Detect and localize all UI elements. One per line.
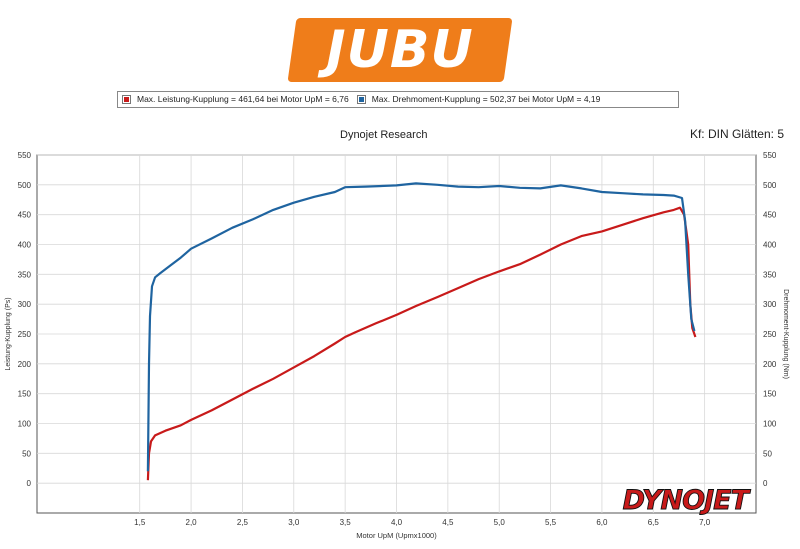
x-tick-label: 4,5	[442, 518, 454, 527]
y-tick-label-left: 500	[18, 181, 32, 190]
jubu-logo: JUBU	[287, 18, 513, 82]
y-tick-label-left: 100	[18, 420, 32, 429]
y-tick-label-left: 0	[27, 479, 32, 488]
legend-swatch-torque	[356, 95, 366, 104]
y-axis-label-right: Drehmoment-Kupplung (Nm)	[782, 289, 789, 379]
y-tick-label-left: 350	[18, 270, 32, 279]
torque-series-line	[146, 182, 696, 472]
legend-item-torque: Max. Drehmoment-Kupplung = 502,37 bei Mo…	[356, 92, 601, 107]
legend-label-power: Max. Leistung-Kupplung = 461,64 bei Moto…	[137, 94, 349, 104]
x-tick-label: 2,0	[186, 518, 198, 527]
legend-item-power: Max. Leistung-Kupplung = 461,64 bei Moto…	[122, 92, 349, 107]
y-tick-label-right: 450	[763, 211, 777, 220]
logo-text: JUBU	[326, 20, 474, 80]
y-tick-label-left: 450	[18, 211, 32, 220]
x-tick-label: 5,5	[545, 518, 557, 527]
x-tick-label: 6,5	[648, 518, 660, 527]
x-axis-label: Motor UpM (Upmx1000)	[356, 531, 437, 540]
x-tick-label: 5,0	[494, 518, 506, 527]
y-tick-label-right: 250	[763, 330, 777, 339]
x-tick-label: 3,5	[340, 518, 352, 527]
y-tick-label-left: 300	[18, 300, 32, 309]
y-tick-label-right: 550	[763, 151, 777, 160]
y-tick-label-right: 500	[763, 181, 777, 190]
y-axis-label-left: Leistung-Kupplung (Ps)	[5, 297, 12, 370]
y-tick-label-left: 250	[18, 330, 32, 339]
x-tick-label: 2,5	[237, 518, 249, 527]
x-tick-label: 7,0	[699, 518, 711, 527]
chart-title: Dynojet Research	[340, 129, 428, 141]
y-tick-label-right: 0	[763, 479, 768, 488]
dynojet-watermark: DYNOJET	[623, 485, 752, 516]
y-tick-label-left: 200	[18, 360, 32, 369]
power-series-line	[146, 206, 697, 481]
y-tick-label-left: 150	[18, 390, 32, 399]
y-tick-label-left: 550	[18, 151, 32, 160]
legend-label-torque: Max. Drehmoment-Kupplung = 502,37 bei Mo…	[371, 94, 601, 104]
x-tick-label: 4,0	[391, 518, 403, 527]
y-tick-label-right: 400	[763, 241, 777, 250]
x-tick-label: 3,0	[288, 518, 300, 527]
y-tick-label-left: 400	[18, 241, 32, 250]
chart-subtitle: Kf: DIN Glätten: 5	[689, 127, 784, 141]
legend-swatch-power	[122, 95, 131, 104]
y-tick-label-right: 150	[763, 390, 777, 399]
x-tick-label: 1,5	[134, 518, 146, 527]
y-tick-label-right: 200	[763, 360, 777, 369]
x-tick-label: 6,0	[596, 518, 608, 527]
y-tick-label-right: 300	[763, 300, 777, 309]
chart-legend: Max. Leistung-Kupplung = 461,64 bei Moto…	[117, 91, 679, 108]
y-tick-label-right: 100	[763, 420, 777, 429]
y-tick-label-right: 350	[763, 270, 777, 279]
y-tick-label-right: 50	[763, 449, 772, 458]
y-tick-label-left: 50	[22, 449, 31, 458]
